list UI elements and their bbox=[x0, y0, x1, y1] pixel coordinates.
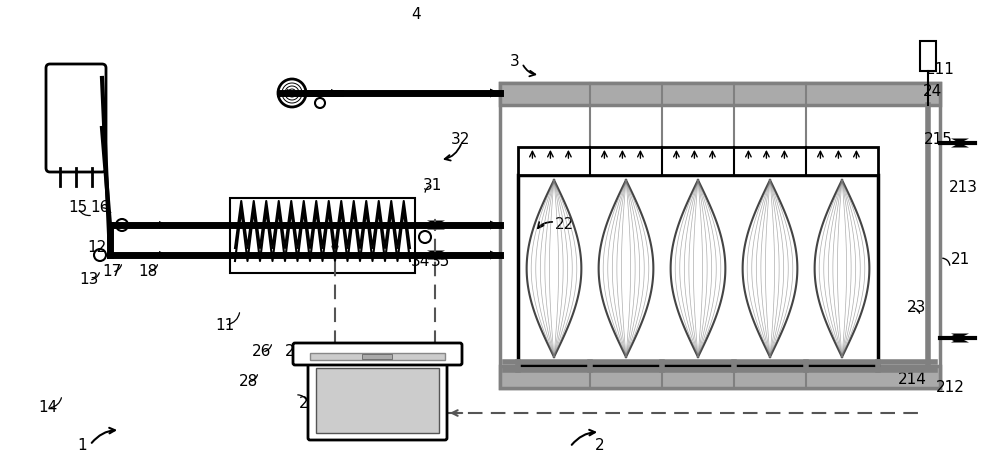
Bar bbox=[518, 175, 878, 365]
Text: 17: 17 bbox=[102, 264, 122, 280]
Bar bbox=[310, 353, 445, 360]
Circle shape bbox=[419, 231, 431, 243]
Text: 3: 3 bbox=[510, 54, 520, 70]
Text: 13: 13 bbox=[79, 272, 99, 288]
Text: 16: 16 bbox=[90, 201, 110, 216]
Circle shape bbox=[94, 249, 106, 261]
Bar bbox=[500, 366, 940, 388]
Text: 26: 26 bbox=[252, 344, 272, 359]
Text: 23: 23 bbox=[907, 300, 927, 315]
Polygon shape bbox=[950, 140, 958, 147]
Text: 24: 24 bbox=[922, 85, 942, 99]
Text: 215: 215 bbox=[924, 132, 952, 148]
Text: 34: 34 bbox=[410, 254, 430, 270]
Bar bbox=[316, 368, 439, 433]
Bar bbox=[500, 83, 940, 105]
Text: 22: 22 bbox=[555, 218, 575, 233]
Bar bbox=[920, 41, 936, 71]
Bar bbox=[500, 366, 940, 388]
Text: 4: 4 bbox=[411, 8, 421, 23]
FancyBboxPatch shape bbox=[308, 351, 447, 440]
Circle shape bbox=[278, 79, 306, 107]
Text: 31: 31 bbox=[422, 177, 442, 193]
FancyBboxPatch shape bbox=[46, 64, 106, 172]
Text: 2: 2 bbox=[595, 438, 605, 453]
Text: 33: 33 bbox=[422, 348, 442, 362]
Polygon shape bbox=[427, 251, 445, 260]
Polygon shape bbox=[951, 139, 969, 148]
Text: 214: 214 bbox=[898, 373, 926, 387]
Text: 213: 213 bbox=[948, 181, 978, 195]
Bar bbox=[362, 354, 392, 359]
FancyBboxPatch shape bbox=[293, 343, 462, 365]
Polygon shape bbox=[331, 89, 340, 97]
Circle shape bbox=[116, 219, 128, 231]
Text: 12: 12 bbox=[87, 240, 107, 255]
Polygon shape bbox=[950, 334, 958, 342]
Text: 35: 35 bbox=[430, 254, 450, 270]
Text: 14: 14 bbox=[38, 401, 58, 415]
Text: 25: 25 bbox=[298, 395, 318, 411]
Polygon shape bbox=[490, 220, 500, 229]
Text: 21: 21 bbox=[950, 253, 970, 268]
Text: 1: 1 bbox=[77, 438, 87, 453]
Bar bbox=[518, 147, 878, 175]
Bar bbox=[230, 198, 415, 273]
Polygon shape bbox=[287, 89, 298, 97]
Polygon shape bbox=[925, 49, 931, 56]
Text: 15: 15 bbox=[68, 201, 88, 216]
Text: 11: 11 bbox=[215, 317, 235, 333]
Polygon shape bbox=[490, 251, 500, 260]
Polygon shape bbox=[951, 333, 969, 342]
Text: 212: 212 bbox=[936, 380, 964, 395]
Circle shape bbox=[315, 98, 325, 108]
Bar bbox=[500, 83, 940, 105]
Text: 27: 27 bbox=[285, 344, 305, 359]
Polygon shape bbox=[490, 88, 500, 97]
Text: 18: 18 bbox=[138, 264, 158, 280]
Bar bbox=[500, 83, 940, 388]
Text: 28: 28 bbox=[238, 375, 258, 389]
Polygon shape bbox=[159, 221, 168, 229]
Polygon shape bbox=[159, 251, 168, 259]
Polygon shape bbox=[427, 220, 445, 229]
Text: 32: 32 bbox=[450, 132, 470, 148]
Text: 211: 211 bbox=[926, 62, 954, 78]
